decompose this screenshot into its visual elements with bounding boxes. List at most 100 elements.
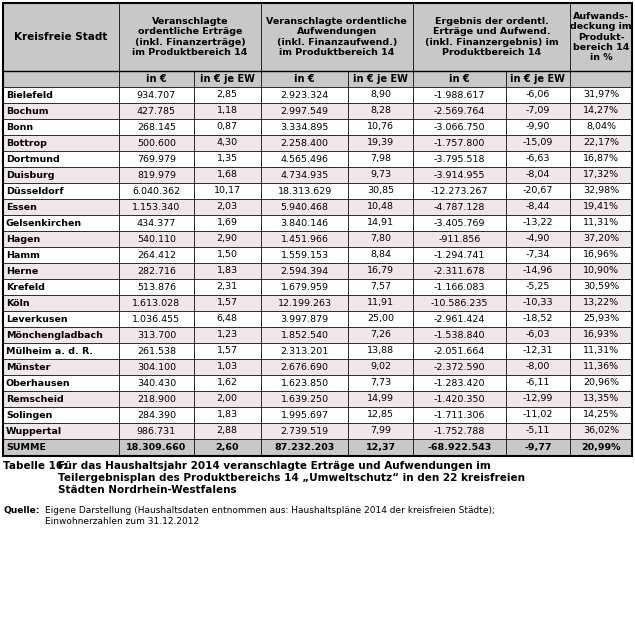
Bar [505, 439, 570, 456]
Text: -1.752.788: -1.752.788 [434, 427, 485, 436]
Bar [119, 87, 194, 103]
Text: -7,09: -7,09 [526, 106, 550, 115]
Text: -12,31: -12,31 [523, 346, 553, 356]
Text: 17,32%: 17,32% [583, 170, 619, 180]
Text: 8,90: 8,90 [370, 91, 391, 99]
Text: 30,59%: 30,59% [583, 282, 619, 292]
Bar [349, 391, 413, 407]
Text: 9,02: 9,02 [370, 363, 391, 372]
Bar [570, 119, 632, 135]
Text: 1.153.340: 1.153.340 [132, 203, 180, 211]
Bar [505, 119, 570, 135]
Text: Tabelle 16:: Tabelle 16: [3, 461, 67, 471]
Bar [119, 151, 194, 167]
Text: Bielefeld: Bielefeld [6, 91, 53, 99]
Text: 10,48: 10,48 [367, 203, 394, 211]
Text: Bonn: Bonn [6, 123, 33, 132]
Text: 18.313.629: 18.313.629 [277, 187, 331, 196]
Bar [194, 183, 261, 199]
Text: Herne: Herne [6, 266, 38, 275]
Text: -9,77: -9,77 [524, 443, 552, 452]
Text: -10,33: -10,33 [523, 299, 553, 308]
Text: 10,76: 10,76 [367, 123, 394, 132]
Bar [570, 183, 632, 199]
Bar [413, 87, 505, 103]
Text: 264.412: 264.412 [137, 251, 176, 260]
Text: 12,37: 12,37 [366, 443, 396, 452]
Text: -2.569.764: -2.569.764 [434, 106, 485, 115]
Bar [570, 327, 632, 343]
Bar [570, 87, 632, 103]
Text: Eigene Darstellung (Haushaltsdaten entnommen aus: Haushaltspläne 2014 der kreisf: Eigene Darstellung (Haushaltsdaten entno… [45, 506, 495, 526]
Text: -15,09: -15,09 [523, 139, 553, 147]
Bar [261, 87, 349, 103]
Bar [505, 295, 570, 311]
Text: 1,23: 1,23 [217, 330, 238, 339]
Bar [194, 135, 261, 151]
Text: 1.451.966: 1.451.966 [281, 234, 328, 244]
Text: Hamm: Hamm [6, 251, 40, 260]
Bar [505, 359, 570, 375]
Bar [3, 167, 119, 183]
Text: -1.757.800: -1.757.800 [434, 139, 485, 147]
Text: in € je EW: in € je EW [200, 74, 255, 84]
Text: -12,99: -12,99 [523, 394, 553, 403]
Text: Bochum: Bochum [6, 106, 48, 115]
Text: 1.613.028: 1.613.028 [132, 299, 180, 308]
Text: 2.676.690: 2.676.690 [281, 363, 328, 372]
Bar [413, 119, 505, 135]
Bar [413, 263, 505, 279]
Bar [261, 71, 349, 87]
Text: 1,57: 1,57 [217, 346, 237, 356]
Bar [570, 375, 632, 391]
Bar [119, 135, 194, 151]
Text: -4.787.128: -4.787.128 [434, 203, 485, 211]
Text: Wuppertal: Wuppertal [6, 427, 62, 436]
Text: Krefeld: Krefeld [6, 282, 45, 292]
Text: 3.840.146: 3.840.146 [281, 218, 329, 227]
Text: 87.232.203: 87.232.203 [274, 443, 335, 452]
Text: -18,52: -18,52 [523, 315, 553, 323]
Text: 19,41%: 19,41% [583, 203, 619, 211]
Text: -3.914.955: -3.914.955 [434, 170, 485, 180]
Text: 6.040.362: 6.040.362 [132, 187, 180, 196]
Text: 7,26: 7,26 [370, 330, 391, 339]
Bar [349, 135, 413, 151]
Bar [119, 263, 194, 279]
Bar [505, 183, 570, 199]
Bar [349, 247, 413, 263]
Bar [261, 343, 349, 359]
Text: 1.623.850: 1.623.850 [281, 379, 329, 387]
Bar [194, 71, 261, 87]
Bar [413, 327, 505, 343]
Text: -1.283.420: -1.283.420 [434, 379, 485, 387]
Text: 284.390: 284.390 [137, 410, 176, 420]
Bar [3, 327, 119, 343]
Bar [119, 247, 194, 263]
Text: SUMME: SUMME [6, 443, 46, 452]
Text: 8,04%: 8,04% [586, 123, 616, 132]
Text: 11,36%: 11,36% [583, 363, 619, 372]
Text: Köln: Köln [6, 299, 30, 308]
Text: 7,73: 7,73 [370, 379, 391, 387]
Bar [261, 119, 349, 135]
Text: 32,98%: 32,98% [583, 187, 619, 196]
Bar [349, 263, 413, 279]
Text: Veranschlagte
ordentliche Erträge
(inkl. Finanzerträge)
im Produktbereich 14: Veranschlagte ordentliche Erträge (inkl.… [132, 18, 248, 56]
Text: 313.700: 313.700 [137, 330, 176, 339]
Text: 12.199.263: 12.199.263 [277, 299, 331, 308]
Bar [349, 183, 413, 199]
Text: -3.405.769: -3.405.769 [434, 218, 485, 227]
Text: Mülheim a. d. R.: Mülheim a. d. R. [6, 346, 93, 356]
Bar [194, 391, 261, 407]
Text: 11,31%: 11,31% [583, 346, 619, 356]
Bar [194, 295, 261, 311]
Bar [505, 87, 570, 103]
Bar [505, 327, 570, 343]
Bar [505, 407, 570, 423]
Bar [3, 439, 119, 456]
Bar [119, 183, 194, 199]
Text: 1,83: 1,83 [217, 410, 238, 420]
Bar [3, 87, 119, 103]
Text: in € je EW: in € je EW [511, 74, 565, 84]
